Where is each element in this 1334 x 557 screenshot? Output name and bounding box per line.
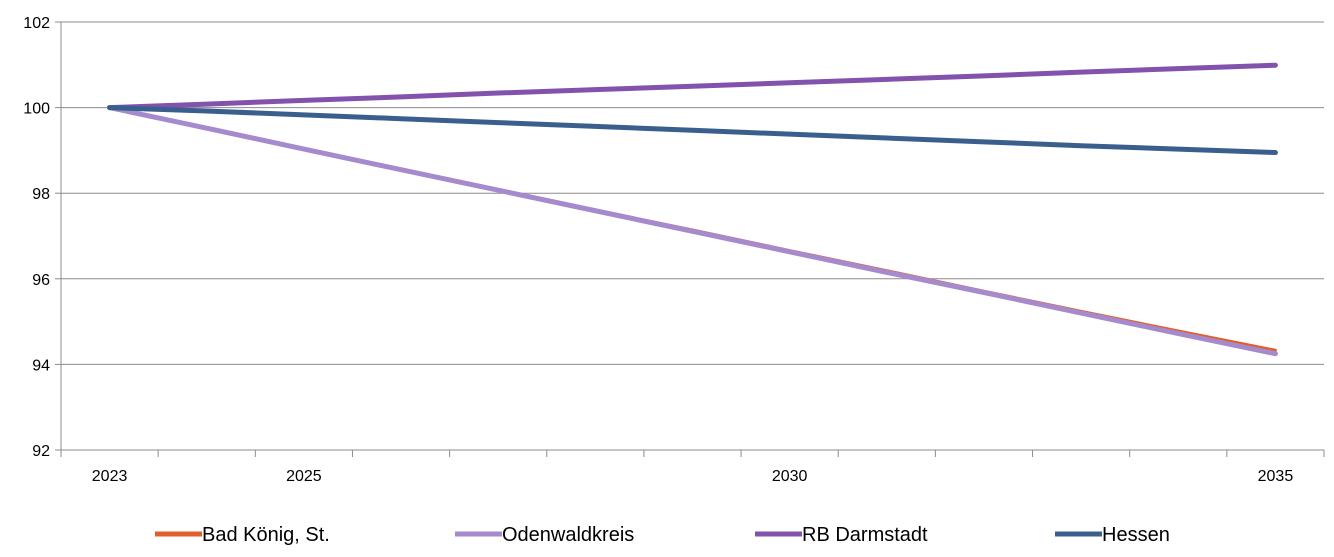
legend-label-0: Bad König, St. xyxy=(202,524,330,546)
series-line-2 xyxy=(107,62,1278,111)
x-tick-label: 2035 xyxy=(1258,468,1294,485)
grid-lines xyxy=(61,21,1324,365)
y-tick-label: 92 xyxy=(32,443,50,460)
x-tick-label: 2025 xyxy=(286,468,322,485)
y-tick-label: 102 xyxy=(23,15,50,32)
x-tick-label: 2030 xyxy=(772,468,808,485)
series-line-1 xyxy=(107,105,1278,357)
series-line-3 xyxy=(107,105,1278,156)
x-tick-label: 2023 xyxy=(92,468,128,485)
y-tick-label: 96 xyxy=(32,272,50,289)
legend-label-3: Hessen xyxy=(1102,524,1170,546)
y-tick-label: 98 xyxy=(32,186,50,203)
y-tick-label: 94 xyxy=(32,357,50,374)
legend-label-1: Odenwaldkreis xyxy=(502,524,634,546)
series-lines xyxy=(107,62,1278,357)
legend-label-2: RB Darmstadt xyxy=(802,524,928,546)
axes: 92 94 96 98 100 102 2023 2025 2030 2035 xyxy=(23,15,1325,485)
y-tick-label: 100 xyxy=(23,101,50,118)
legend: Bad König, St. Odenwaldkreis RB Darmstadt H… xyxy=(155,524,1170,546)
